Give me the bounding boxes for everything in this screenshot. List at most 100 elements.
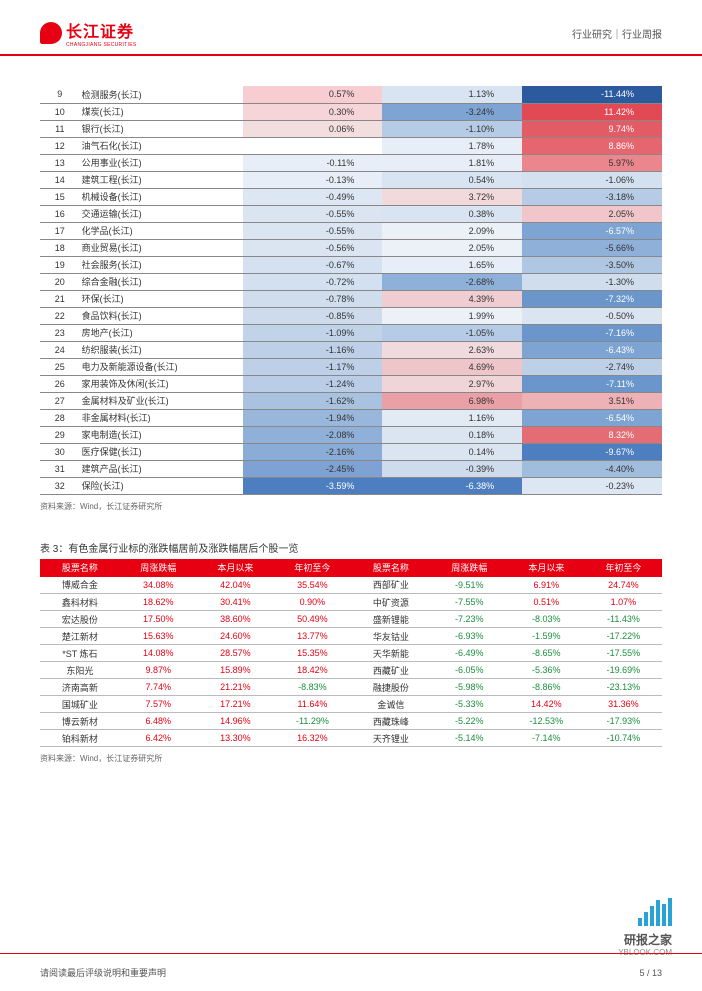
- value-col-1: -0.55%: [243, 205, 383, 222]
- stock-value: -11.29%: [274, 713, 351, 730]
- stock-name: 金诚信: [351, 696, 431, 713]
- value-col-1: -0.85%: [243, 307, 383, 324]
- sector-name: 保险(长江): [80, 477, 243, 494]
- row-index: 32: [40, 477, 80, 494]
- row-index: 31: [40, 460, 80, 477]
- value-col-3: 8.32%: [522, 426, 662, 443]
- table-header-row: 股票名称周涨跌幅本月以来年初至今股票名称周涨跌幅本月以来年初至今: [40, 559, 662, 577]
- stock-value: -17.55%: [585, 645, 662, 662]
- stock-value: -23.13%: [585, 679, 662, 696]
- report-header: 长江证券 CHANGJIANG SECURITIES 行业研究｜行业周报: [0, 0, 702, 56]
- row-index: 16: [40, 205, 80, 222]
- stock-value: 21.21%: [197, 679, 274, 696]
- value-col-3: -6.43%: [522, 341, 662, 358]
- value-col-3: 8.86%: [522, 137, 662, 154]
- stock-value: 0.90%: [274, 594, 351, 611]
- value-col-1: -1.62%: [243, 392, 383, 409]
- value-col-2: 4.69%: [382, 358, 522, 375]
- value-col-1: -1.17%: [243, 358, 383, 375]
- stock-value: -8.86%: [508, 679, 585, 696]
- value-col-1: -1.24%: [243, 375, 383, 392]
- stock-value: -7.55%: [431, 594, 508, 611]
- sector-name: 油气石化(长江): [80, 137, 243, 154]
- stock-value: -5.36%: [508, 662, 585, 679]
- table-row: 27金属材料及矿业(长江)-1.62%6.98%3.51%: [40, 392, 662, 409]
- value-col-2: -2.68%: [382, 273, 522, 290]
- value-col-2: 1.65%: [382, 256, 522, 273]
- stock-value: 6.48%: [120, 713, 197, 730]
- value-col-2: 2.97%: [382, 375, 522, 392]
- stock-value: -6.05%: [431, 662, 508, 679]
- row-index: 25: [40, 358, 80, 375]
- table2-title: 表 3：有色金属行业标的涨跌幅居前及涨跌幅居后个股一览: [40, 540, 662, 555]
- value-col-1: -1.16%: [243, 341, 383, 358]
- table-row: 19社会服务(长江)-0.67%1.65%-3.50%: [40, 256, 662, 273]
- row-index: 13: [40, 154, 80, 171]
- table-row: 东阳光9.87%15.89%18.42%西藏矿业-6.05%-5.36%-19.…: [40, 662, 662, 679]
- table-row: 22食品饮料(长江)-0.85%1.99%-0.50%: [40, 307, 662, 324]
- stock-value: -17.93%: [585, 713, 662, 730]
- table-row: 21环保(长江)-0.78%4.39%-7.32%: [40, 290, 662, 307]
- row-index: 23: [40, 324, 80, 341]
- value-col-2: 2.09%: [382, 222, 522, 239]
- value-col-3: 9.74%: [522, 120, 662, 137]
- table-row: 10煤炭(长江)0.30%-3.24%11.42%: [40, 103, 662, 120]
- value-col-2: 2.63%: [382, 341, 522, 358]
- table-row: 13公用事业(长江)-0.11%1.81%5.97%: [40, 154, 662, 171]
- table-row: 18商业贸易(长江)-0.56%2.05%-5.66%: [40, 239, 662, 256]
- value-col-3: -0.23%: [522, 477, 662, 494]
- stock-value: 17.50%: [120, 611, 197, 628]
- row-index: 29: [40, 426, 80, 443]
- stock-value: 0.51%: [508, 594, 585, 611]
- stock-value: -5.14%: [431, 730, 508, 747]
- stock-value: -6.49%: [431, 645, 508, 662]
- sector-name: 建筑产品(长江): [80, 460, 243, 477]
- sector-name: 房地产(长江): [80, 324, 243, 341]
- value-col-3: -3.18%: [522, 188, 662, 205]
- value-col-1: -0.67%: [243, 256, 383, 273]
- stock-value: 38.60%: [197, 611, 274, 628]
- value-col-1: -3.59%: [243, 477, 383, 494]
- table-row: 16交通运输(长江)-0.55%0.38%2.05%: [40, 205, 662, 222]
- stock-value: -8.03%: [508, 611, 585, 628]
- sector-name: 化学品(长江): [80, 222, 243, 239]
- value-col-1: -0.56%: [243, 239, 383, 256]
- sector-name: 纺织服装(长江): [80, 341, 243, 358]
- stock-value: 31.36%: [585, 696, 662, 713]
- stock-value: 9.87%: [120, 662, 197, 679]
- row-index: 26: [40, 375, 80, 392]
- stock-name: 盛新锂能: [351, 611, 431, 628]
- value-col-2: 1.99%: [382, 307, 522, 324]
- value-col-1: -1.09%: [243, 324, 383, 341]
- row-index: 10: [40, 103, 80, 120]
- column-header: 周涨跌幅: [120, 559, 197, 577]
- stock-value: -6.93%: [431, 628, 508, 645]
- table-row: 26家用装饰及休闲(长江)-1.24%2.97%-7.11%: [40, 375, 662, 392]
- table-row: 济南高新7.74%21.21%-8.83%融捷股份-5.98%-8.86%-23…: [40, 679, 662, 696]
- stock-value: 17.21%: [197, 696, 274, 713]
- sector-name: 机械设备(长江): [80, 188, 243, 205]
- value-col-1: -2.45%: [243, 460, 383, 477]
- sector-name: 商业贸易(长江): [80, 239, 243, 256]
- stock-name: 铂科新材: [40, 730, 120, 747]
- value-col-2: -1.10%: [382, 120, 522, 137]
- stock-value: 7.74%: [120, 679, 197, 696]
- stock-value: 14.96%: [197, 713, 274, 730]
- stock-value: -7.23%: [431, 611, 508, 628]
- table-row: 30医疗保健(长江)-2.16%0.14%-9.67%: [40, 443, 662, 460]
- table-row: 鑫科材料18.62%30.41%0.90%中矿资源-7.55%0.51%1.07…: [40, 594, 662, 611]
- value-col-1: -1.94%: [243, 409, 383, 426]
- value-col-2: 4.39%: [382, 290, 522, 307]
- sector-name: 检测服务(长江): [80, 86, 243, 103]
- value-col-2: 3.72%: [382, 188, 522, 205]
- value-col-1: -2.08%: [243, 426, 383, 443]
- stock-value: -5.98%: [431, 679, 508, 696]
- logo: 长江证券 CHANGJIANG SECURITIES: [40, 18, 136, 48]
- table-row: 29家电制造(长江)-2.08%0.18%8.32%: [40, 426, 662, 443]
- row-index: 27: [40, 392, 80, 409]
- table-row: 20综合金融(长江)-0.72%-2.68%-1.30%: [40, 273, 662, 290]
- footer-disclaimer: 请阅读最后评级说明和重要声明: [40, 966, 166, 979]
- value-col-3: -2.74%: [522, 358, 662, 375]
- sector-name: 公用事业(长江): [80, 154, 243, 171]
- stock-name: 融捷股份: [351, 679, 431, 696]
